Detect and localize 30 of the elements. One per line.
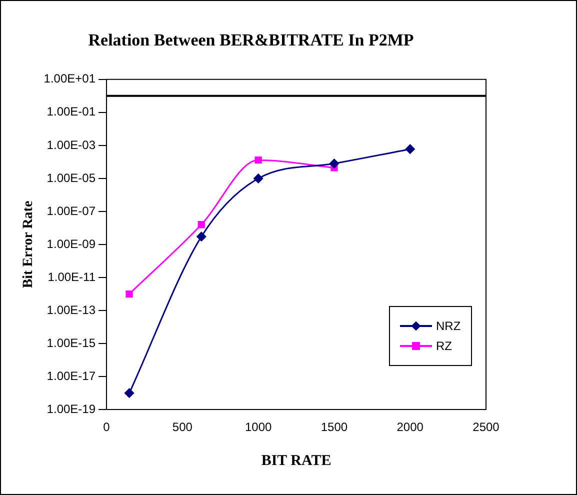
- point: [198, 221, 205, 228]
- x-axis-title: BIT RATE: [261, 452, 332, 469]
- y-axis-title: Bit Error Rate: [21, 200, 36, 288]
- y-tick-label: 1.00E-05: [46, 170, 96, 185]
- point: [124, 388, 134, 398]
- point: [329, 158, 339, 168]
- point: [405, 144, 415, 154]
- chart-title: Relation Between BER&BITRATE In P2MP: [88, 30, 414, 50]
- x-tick-label: 2500: [472, 420, 500, 434]
- y-tick-label: 1.00E-15: [46, 336, 96, 350]
- point: [196, 232, 206, 242]
- y-tick-label: 1.00E-03: [46, 138, 96, 152]
- y-tick-label: 1.00E-07: [46, 204, 96, 218]
- y-tick-label: 1.00E-01: [46, 104, 96, 119]
- point: [254, 174, 264, 184]
- y-tick-label: 1.00E-19: [46, 402, 96, 416]
- x-tick-label: 1000: [244, 420, 272, 434]
- legend-label: NRZ: [436, 319, 461, 333]
- y-tick-label: 1.00E+01: [44, 72, 96, 86]
- x-tick-label: 0: [103, 420, 110, 434]
- x-tick-label: 500: [172, 420, 193, 434]
- x-tick-label: 2000: [396, 420, 424, 434]
- legend-label: RZ: [436, 339, 452, 353]
- y-tick-label: 1.00E-09: [46, 236, 96, 251]
- x-tick-label: 1500: [320, 420, 348, 434]
- y-tick-label: 1.00E-17: [46, 368, 96, 383]
- point: [254, 156, 262, 164]
- point: [126, 290, 133, 298]
- y-tick-label: 1.00E-13: [46, 302, 96, 317]
- y-tick-label: 1.00E-11: [48, 270, 96, 284]
